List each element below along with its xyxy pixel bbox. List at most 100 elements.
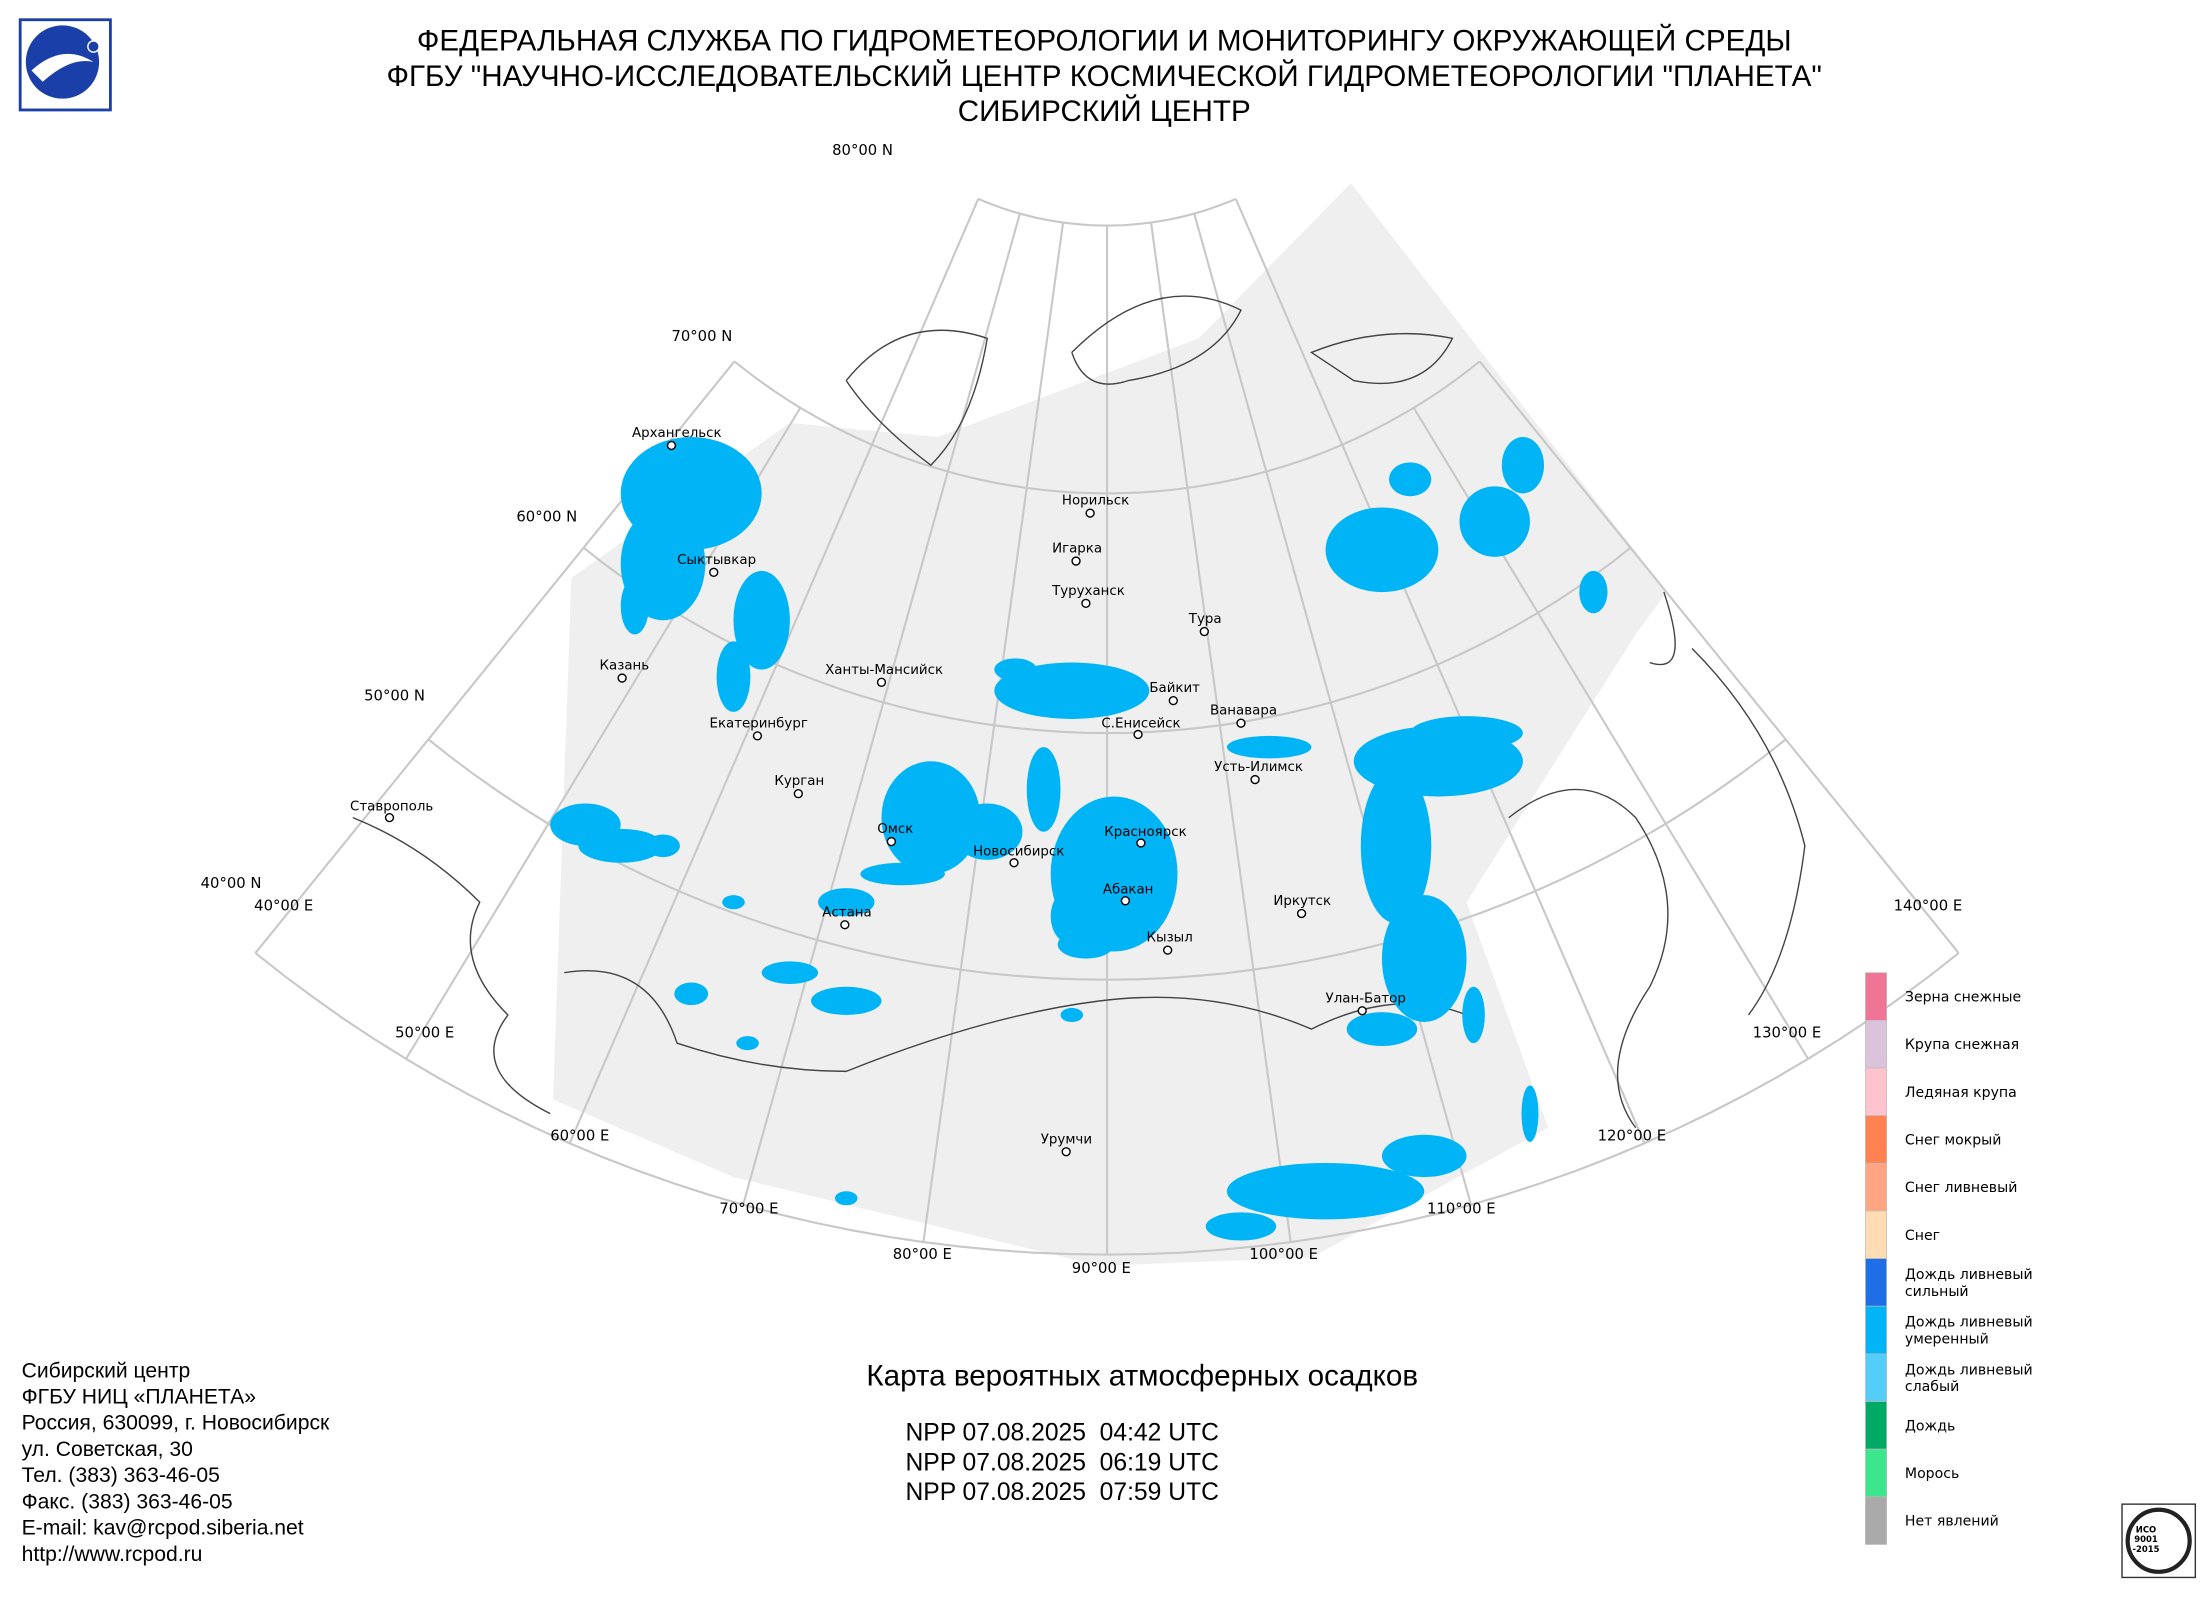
city-label: Казань [600, 659, 650, 674]
coastline [352, 816, 551, 1115]
precipitation-area [1060, 1007, 1084, 1023]
coastline [1649, 591, 1806, 1016]
longitude-label: 40°00 E [254, 898, 313, 915]
badge-frame [2121, 1503, 2197, 1579]
badge-text: ИСО [2136, 1524, 2156, 1534]
legend-swatch [1865, 1353, 1887, 1402]
city-marker [1133, 729, 1143, 740]
legend-label: Дождь ливневый [1905, 1267, 2033, 1283]
city-label: Улан-Батор [1326, 991, 1406, 1006]
precipitation-area [716, 641, 751, 712]
precipitation-area [1381, 895, 1467, 1023]
coastline [564, 969, 1467, 1073]
city-marker [1071, 556, 1081, 566]
longitude-label: 50°00 E [395, 1025, 454, 1042]
city-marker [1199, 626, 1209, 637]
precipitation-area [1226, 1162, 1425, 1220]
longitude-label: 130°00 E [1753, 1025, 1822, 1042]
precipitation-area [1459, 486, 1530, 557]
legend-label: Морось [1905, 1466, 1959, 1482]
city-label: Екатеринбург [710, 715, 808, 731]
precipitation-area [1501, 437, 1545, 494]
city-marker [1009, 858, 1019, 868]
address-line: http://www.rcpod.ru [22, 1543, 203, 1566]
precipitation-area [1462, 986, 1485, 1044]
city-marker [709, 567, 719, 577]
city-marker [793, 789, 803, 799]
city-marker [886, 836, 897, 847]
longitude-label: 100°00 E [1249, 1246, 1318, 1263]
longitude-label: 140°00 E [1894, 898, 1963, 915]
city-marker [617, 673, 627, 683]
city-marker [1061, 1147, 1071, 1157]
city-marker [1085, 508, 1095, 518]
legend-swatch [1865, 1305, 1887, 1355]
address-line: ул. Советская, 30 [22, 1438, 193, 1461]
longitude-label: 70°00 E [719, 1201, 778, 1218]
city-label: Омск [877, 822, 913, 837]
address-line: Факс. (383) 363-46-05 [22, 1490, 233, 1513]
legend-label: Снег мокрый [1905, 1133, 2002, 1149]
precipitation-area [1579, 570, 1608, 614]
city-label: Курган [774, 774, 824, 789]
precipitation-area [1325, 507, 1439, 593]
map-title: Карта вероятных атмосферных осадков [866, 1360, 1418, 1393]
latitude-label: 60°00 N [516, 509, 577, 526]
address-line: Россия, 630099, г. Новосибирск [22, 1412, 330, 1435]
precipitation-area [646, 834, 680, 858]
city-label: Сыктывкар [677, 553, 756, 568]
meridian [922, 222, 1065, 1243]
longitude-label: 60°00 E [550, 1127, 609, 1144]
city-marker [1250, 774, 1260, 785]
longitude-label: 120°00 E [1598, 1127, 1667, 1144]
legend-swatch [1865, 1067, 1887, 1116]
legend-label: сильный [1905, 1284, 1969, 1300]
precipitation-area [1521, 1085, 1539, 1142]
pass-time: NPP 07.08.2025 06:19 UTC [905, 1449, 1218, 1476]
longitude-label: 80°00 E [893, 1246, 952, 1263]
city-label: Ханты-Мансийск [825, 663, 943, 678]
badge-ring [2125, 1507, 2192, 1574]
precipitation-area [811, 986, 882, 1015]
city-label: Туруханск [1051, 584, 1125, 599]
meridian [742, 213, 1021, 1206]
precipitation-area [761, 961, 819, 984]
address-line: E-mail: kav@rcpod.siberia.net [22, 1517, 304, 1540]
longitude-label: 90°00 E [1072, 1260, 1131, 1277]
legend-swatch [1865, 1210, 1887, 1259]
precipitation-area [881, 761, 981, 875]
city-marker [1357, 1006, 1367, 1016]
legend-label: умеренный [1905, 1332, 1989, 1348]
city-label: Ставрополь [350, 800, 433, 815]
city-label: С.Енисейск [1101, 716, 1180, 731]
precipitation-area [951, 803, 1023, 860]
latitude-label: 80°00 N [832, 142, 893, 159]
city-marker [876, 677, 887, 687]
badge-text: -2015 [2132, 1544, 2159, 1554]
precipitation-area [1388, 462, 1432, 497]
city-label: Игарка [1052, 542, 1102, 557]
precipitation-area [620, 577, 649, 635]
address-line: Тел. (383) 363-46-05 [22, 1464, 220, 1487]
precipitation-area [994, 662, 1150, 719]
pass-time: NPP 07.08.2025 04:42 UTC [905, 1420, 1218, 1447]
precipitation-area [1057, 930, 1115, 959]
meridian [1478, 360, 1960, 954]
badge-text: 9001 [2134, 1534, 2158, 1544]
logo-satellite [87, 40, 100, 53]
latitude-label: 40°00 N [201, 875, 262, 892]
precipitation-area [1205, 1212, 1277, 1241]
city-label: Абакан [1103, 882, 1154, 898]
precipitation-area [1381, 1134, 1467, 1178]
city-marker [1236, 718, 1246, 728]
logo [18, 18, 112, 112]
legend-label: Дождь ливневый [1905, 1315, 2033, 1331]
city-label: Усть-Илимск [1214, 760, 1303, 775]
city-marker [1163, 945, 1173, 955]
precipitation-area [733, 570, 790, 670]
legend-swatch [1865, 1401, 1887, 1450]
precipitation-area [994, 658, 1037, 681]
city-marker [1120, 896, 1131, 906]
map [254, 183, 1960, 1266]
